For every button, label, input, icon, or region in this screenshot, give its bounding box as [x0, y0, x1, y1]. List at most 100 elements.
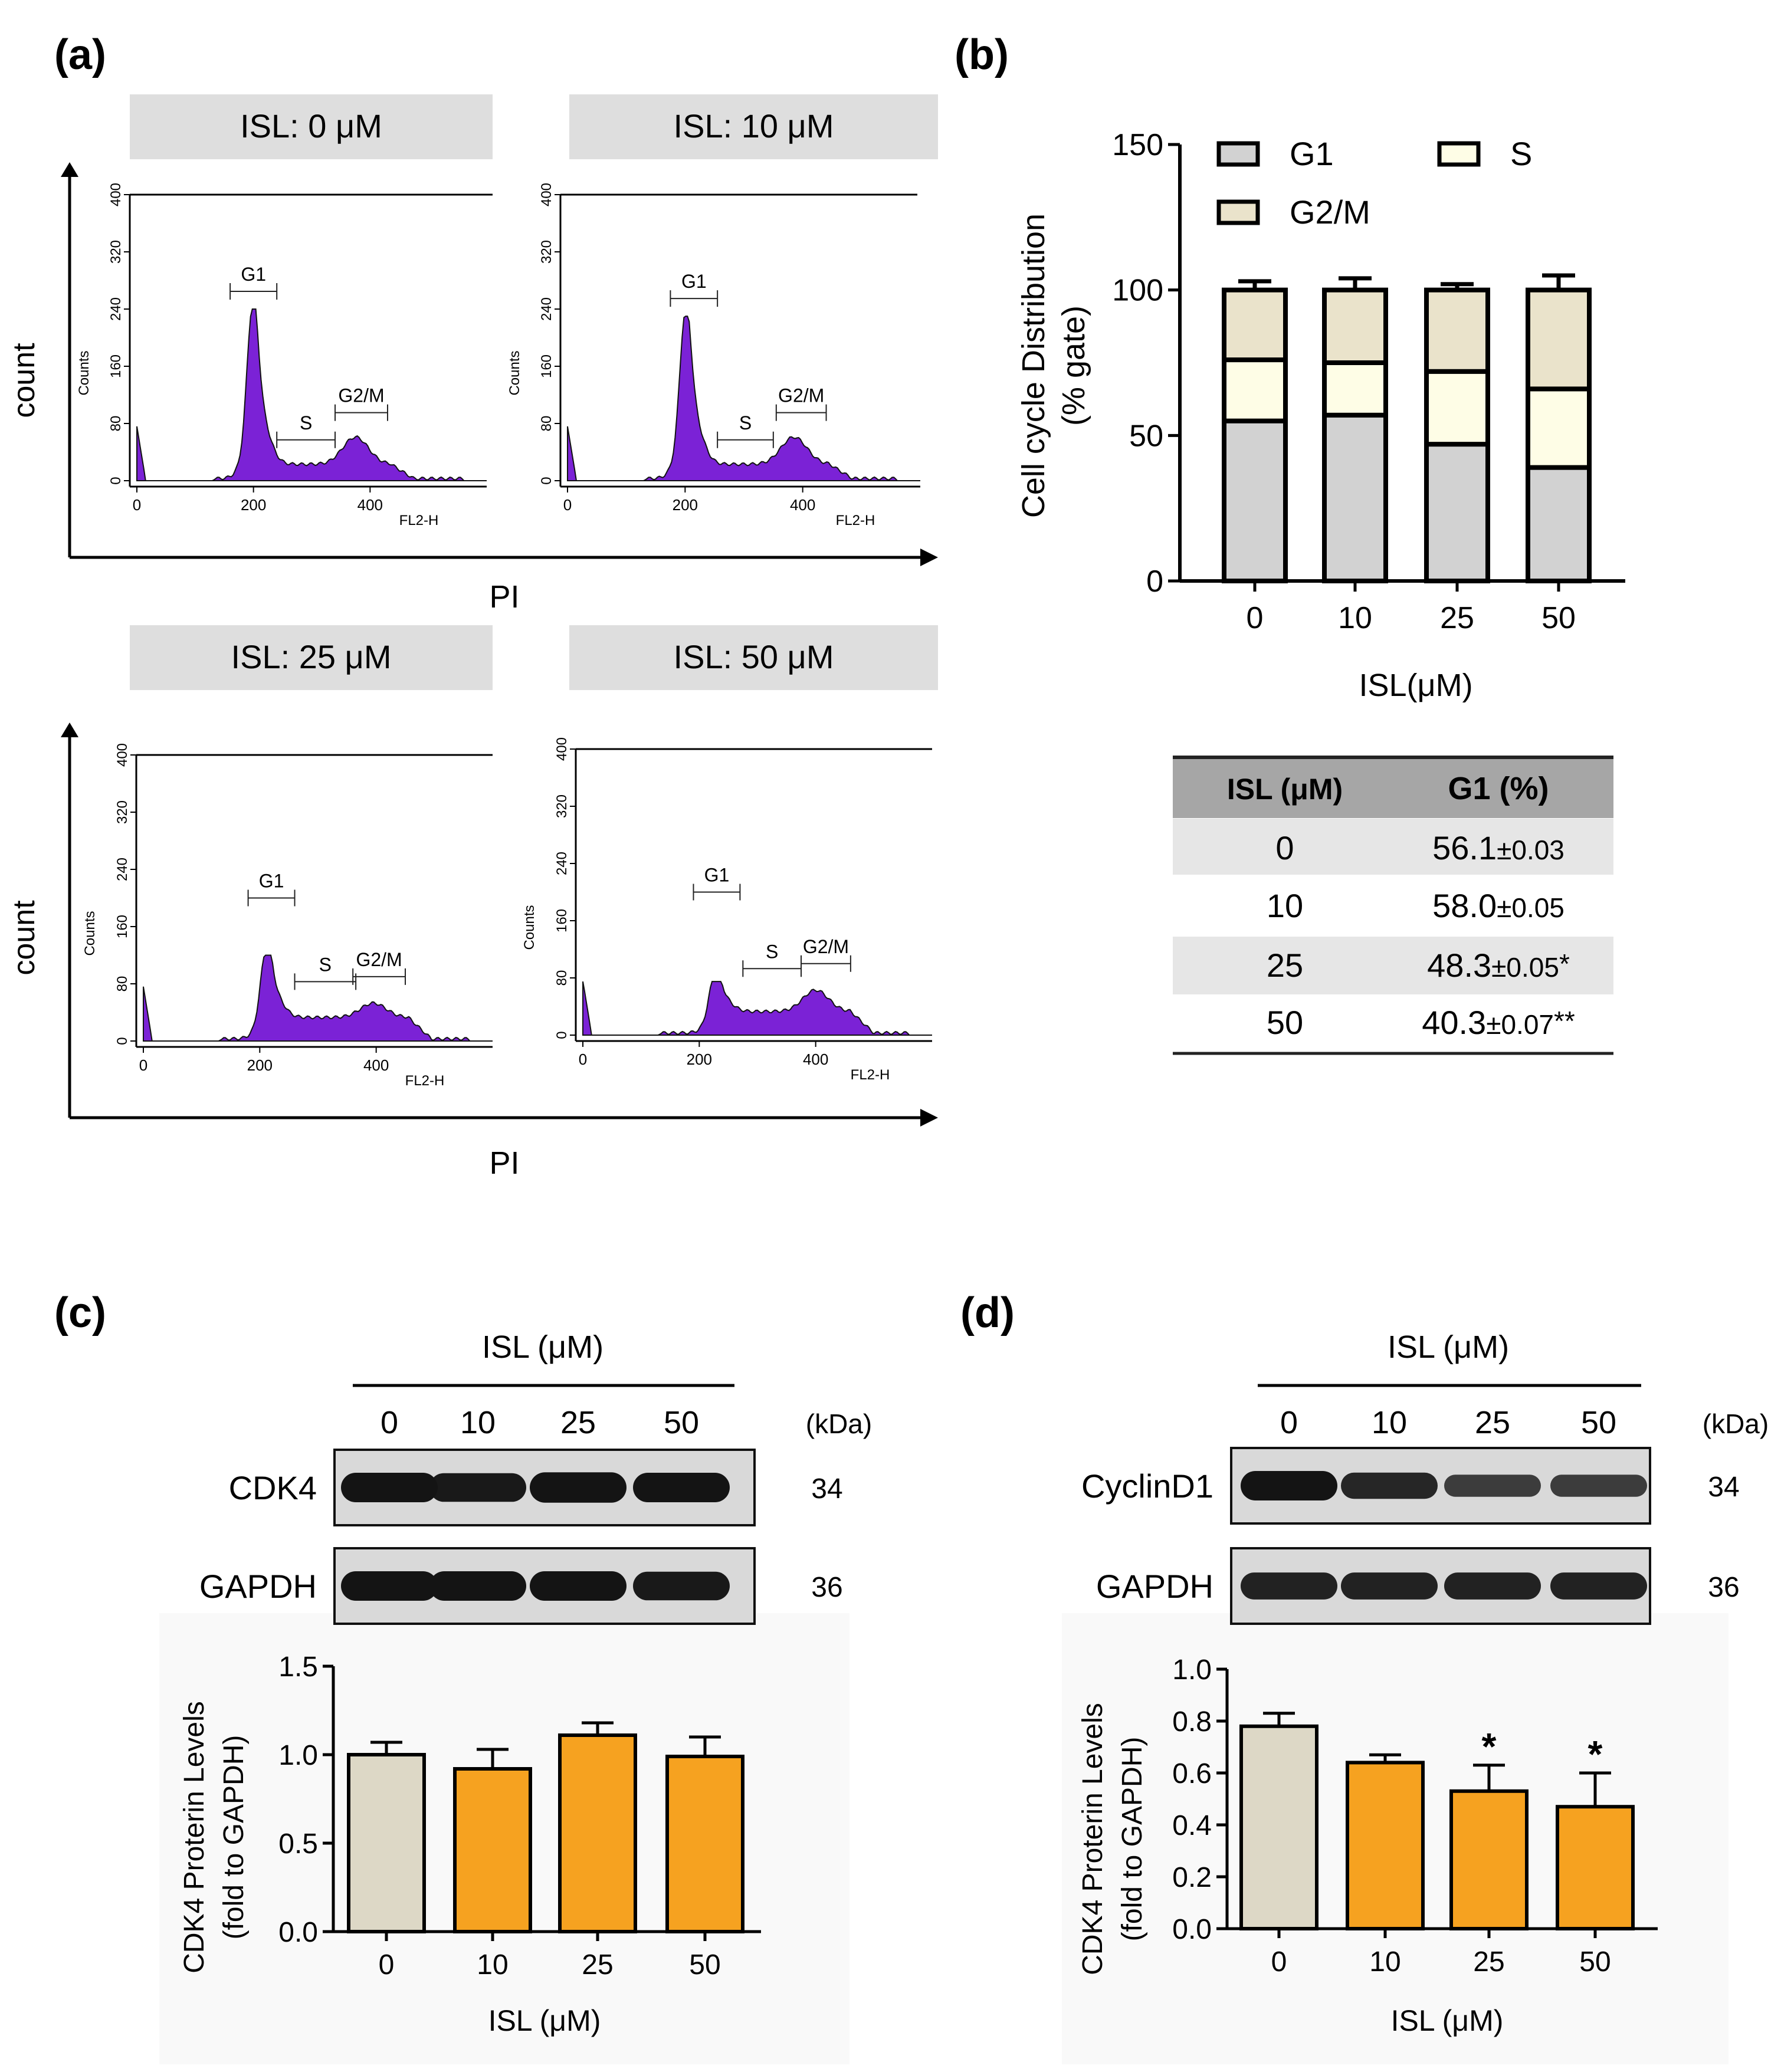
- bar: [1239, 1724, 1318, 1931]
- b-bar-s: [1222, 357, 1288, 423]
- histogram-y-tick-label: 80: [554, 970, 570, 986]
- table-g1-value: 58.0±0.05: [1432, 887, 1564, 924]
- histogram-area: [136, 308, 487, 481]
- significance-marker: *: [1482, 1725, 1497, 1768]
- table-g1-value: 56.1±0.03: [1432, 829, 1564, 866]
- g1-mean: 40.3: [1422, 1004, 1486, 1041]
- blot-dose-label: 50: [1581, 1405, 1616, 1440]
- histogram-y-tick-label: 160: [554, 909, 570, 932]
- g1-significance: *: [1559, 948, 1570, 979]
- c-blot-title: ISL (μM): [482, 1329, 603, 1365]
- blot-kda-header: (kDa): [806, 1408, 872, 1439]
- histogram-y-tick-label: 160: [539, 354, 555, 378]
- histogram-area: [567, 316, 920, 481]
- panel-b: Cell cycle Distribution (% gate) ISL(μM)…: [1016, 128, 1625, 703]
- bar: [665, 1755, 744, 1933]
- blot-protein-label: GAPDH: [199, 1568, 317, 1605]
- histogram-y-tick-label: 80: [108, 416, 124, 432]
- histogram-x-tick-label: 200: [673, 496, 698, 514]
- histogram-area: [143, 954, 493, 1042]
- blot-band: [1241, 1572, 1337, 1600]
- histogram-header-bg: [130, 625, 493, 690]
- panel-label-a: (a): [54, 31, 106, 78]
- histogram-y-tick-label: 0: [114, 1037, 130, 1045]
- histogram-x-tick-label: 200: [687, 1050, 712, 1068]
- histogram-header-bg: [569, 625, 938, 690]
- g1-mean: 48.3: [1427, 947, 1491, 984]
- b-ylabel-line2: (% gate): [1056, 306, 1091, 426]
- blot-kda-value: 36: [811, 1572, 842, 1603]
- histogram-y-tick-label: 80: [539, 416, 555, 432]
- b-legend-swatch: [1216, 141, 1260, 167]
- histogram-y-tick-label: 320: [108, 240, 124, 264]
- histogram-x-tick-label: 0: [133, 496, 141, 514]
- y-tick-label: 0.2: [1172, 1862, 1212, 1893]
- x-tick-label: 10: [477, 1949, 508, 1981]
- y-tick-label: 0.4: [1172, 1810, 1212, 1841]
- b-bar-g1: [1424, 442, 1490, 584]
- bar-chart-d: 0.0 0.2 0.4 0.6 0.8 1.0 0 10 25 * 50 *: [1172, 1654, 1658, 1978]
- y-tick-label: 0.5: [278, 1828, 318, 1860]
- x-tick-label: 0: [379, 1949, 395, 1981]
- histogram-x-tick-label: 200: [241, 496, 266, 514]
- histogram-header: ISL: 10 μM: [674, 107, 834, 145]
- b-xlabel: ISL(μM): [1359, 668, 1472, 703]
- blot-band: [429, 1571, 526, 1601]
- histogram-y-tick-label: 400: [114, 743, 130, 767]
- d-ylabel-line2: (fold to GAPDH): [1117, 1737, 1148, 1942]
- histogram-inner-xlabel: FL2-H: [851, 1067, 890, 1083]
- histogram-header-bg: [130, 94, 493, 159]
- histogram-inner-ylabel: Counts: [507, 350, 523, 395]
- b-y-tick-label: 100: [1112, 274, 1163, 308]
- b-bar-g1: [1222, 418, 1288, 584]
- histogram-header: ISL: 25 μM: [231, 638, 392, 675]
- b-legend-label: G1: [1290, 135, 1334, 172]
- b-x-tick-label: 25: [1440, 601, 1474, 635]
- b-legend-label: S: [1510, 135, 1532, 172]
- b-x-tick-label: 50: [1541, 601, 1576, 635]
- gate-g1-label: G1: [681, 271, 707, 292]
- c-xlabel: ISL (μM): [488, 2004, 601, 2037]
- bar: [1346, 1761, 1425, 1930]
- table-dose: 0: [1275, 829, 1294, 866]
- histogram-y-tick-label: 0: [108, 477, 124, 484]
- histogram-x-tick-label: 200: [247, 1056, 273, 1074]
- gate-s-label: S: [300, 412, 312, 434]
- stacked-bar-chart: 0 50 100 150 0 10 25 50 G1 S G2/M: [1112, 128, 1625, 635]
- histogram-x-tick-label: 400: [790, 496, 815, 514]
- blot-protein-label: CDK4: [229, 1469, 317, 1506]
- count-label-top: count: [7, 343, 41, 418]
- histogram-y-tick-label: 240: [114, 858, 130, 881]
- western-blot-d: 0 10 25 50 (kDa) CyclinD1 34 GAPDH 36: [1081, 1405, 1769, 1625]
- pi-label-bottom: PI: [489, 1145, 519, 1181]
- blot-band: [1444, 1475, 1541, 1497]
- table-header-bg: [1173, 758, 1613, 818]
- histogram-header-bg: [569, 94, 938, 159]
- blot-dose-label: 0: [1280, 1405, 1298, 1440]
- g1-significance: **: [1554, 1006, 1575, 1036]
- blot-band: [1241, 1471, 1337, 1500]
- pi-axis-top-arrow: [920, 549, 938, 566]
- gate-s-label: S: [739, 412, 752, 434]
- gate-s-label: S: [766, 941, 778, 962]
- blot-dose-label: 10: [1372, 1405, 1407, 1440]
- g1-sd: ±0.05: [1491, 952, 1559, 983]
- table-header-g1: G1 (%): [1448, 771, 1549, 806]
- pi-axis-bottom-arrow: [920, 1109, 938, 1127]
- d-ylabel-line1: CDK4 Proterin Levels: [1077, 1703, 1108, 1975]
- table-row-bg: [1173, 819, 1613, 875]
- panel-a: count PI count PI ISL: 0 μM 0 80 160 240 320 4…: [7, 94, 938, 1181]
- histogram-y-tick-label: 0: [554, 1031, 570, 1039]
- histogram-y-tick-label: 400: [539, 183, 555, 206]
- b-legend-swatch: [1216, 199, 1260, 225]
- b-legend-swatch: [1437, 141, 1481, 167]
- b-bar-g2m: [1424, 287, 1490, 374]
- histogram-inner-ylabel: Counts: [76, 350, 92, 395]
- g1-mean: 56.1: [1432, 829, 1497, 866]
- x-tick-label: 10: [1369, 1946, 1400, 1978]
- histogram-y-tick-label: 400: [108, 183, 124, 206]
- histogram-inner-ylabel: Counts: [82, 911, 98, 955]
- blot-dose-label: 0: [381, 1405, 398, 1440]
